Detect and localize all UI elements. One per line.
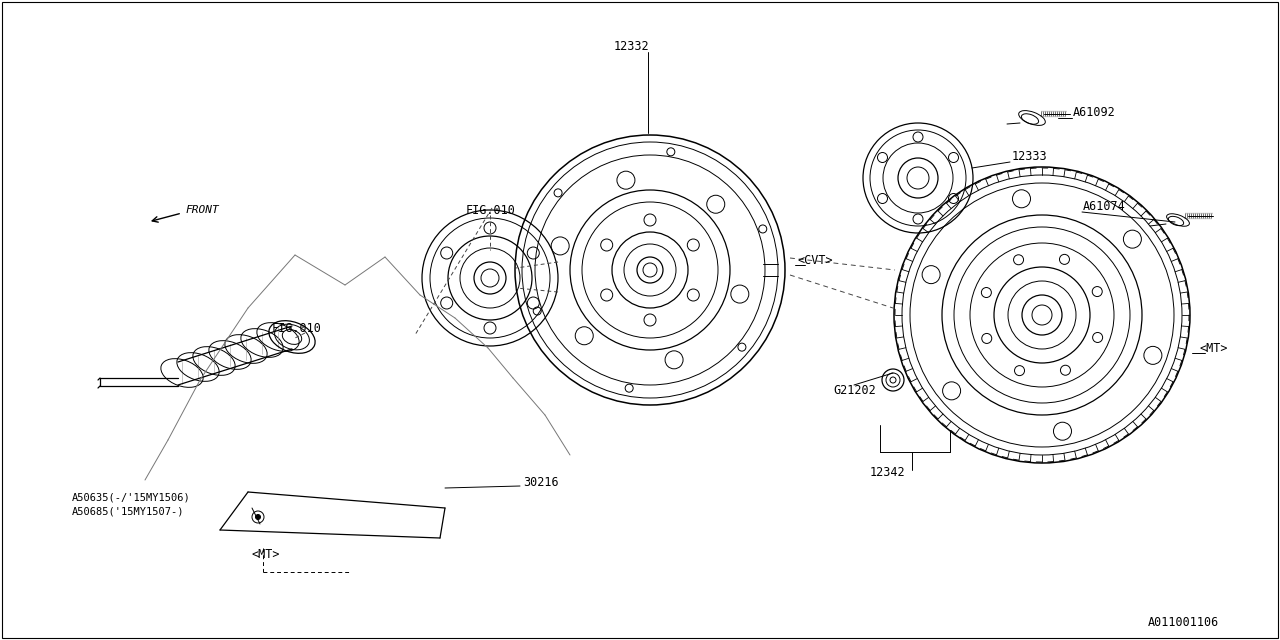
Text: 30216: 30216 (524, 476, 558, 488)
Text: FIG.010: FIG.010 (273, 321, 321, 335)
Text: 12333: 12333 (1012, 150, 1047, 163)
Text: A61092: A61092 (1073, 106, 1116, 120)
Text: 12342: 12342 (870, 467, 906, 479)
Text: A61074: A61074 (1083, 200, 1125, 214)
Text: <MT>: <MT> (252, 548, 280, 561)
Text: A50685('15MY1507-): A50685('15MY1507-) (72, 507, 184, 517)
Text: A50635(-/'15MY1506): A50635(-/'15MY1506) (72, 492, 191, 502)
Text: G21202: G21202 (833, 383, 876, 397)
Circle shape (256, 515, 261, 520)
Text: A011001106: A011001106 (1148, 616, 1220, 628)
Text: <CVT>: <CVT> (797, 253, 833, 266)
Text: 12332: 12332 (614, 40, 650, 54)
Text: <MT>: <MT> (1201, 342, 1229, 355)
Text: FIG.010: FIG.010 (466, 204, 516, 216)
Text: FRONT: FRONT (186, 205, 219, 215)
